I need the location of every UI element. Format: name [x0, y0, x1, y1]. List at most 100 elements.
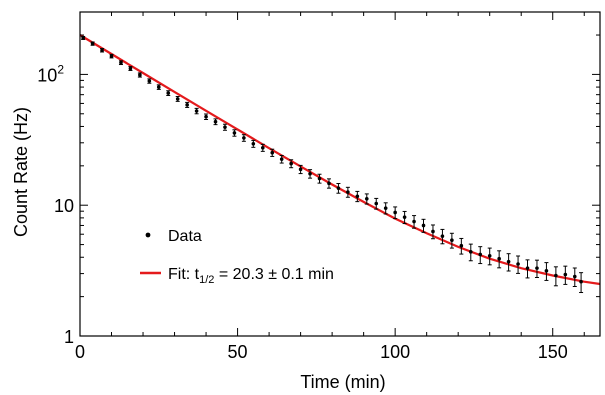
data-marker	[364, 196, 369, 201]
data-marker	[402, 215, 407, 219]
data-marker	[175, 97, 180, 101]
data-point	[289, 159, 294, 169]
data-marker	[506, 259, 511, 264]
data-point	[497, 250, 502, 269]
data-point	[118, 60, 123, 66]
y-tick-label: 102	[37, 62, 64, 85]
data-point	[241, 134, 246, 142]
data-point	[449, 232, 454, 249]
data-marker	[431, 229, 435, 234]
legend-fit-label: Fit: t1/2 = 20.3 ± 0.1 min	[168, 266, 334, 286]
data-point	[345, 186, 350, 198]
data-point	[336, 183, 341, 194]
data-marker	[213, 119, 218, 124]
data-marker	[204, 114, 208, 119]
data-point	[270, 148, 275, 157]
data-point	[553, 266, 558, 287]
fit-curve	[79, 34, 601, 286]
data-marker	[440, 234, 445, 238]
data-point	[279, 154, 284, 164]
data-point	[393, 206, 398, 220]
data-marker	[544, 269, 549, 273]
data-point	[544, 262, 549, 281]
x-tick-label: 0	[75, 342, 85, 362]
data-point	[374, 197, 379, 210]
legend-data-label: Data	[168, 228, 202, 245]
data-marker	[308, 171, 312, 176]
data-marker	[374, 201, 379, 206]
data-marker	[194, 109, 199, 113]
data-point	[213, 118, 218, 126]
data-point	[128, 66, 133, 71]
data-point	[100, 48, 105, 53]
data-point	[308, 169, 313, 179]
data-point	[579, 272, 584, 294]
data-marker	[355, 194, 360, 199]
data-marker	[516, 262, 520, 266]
data-marker	[166, 91, 171, 95]
data-point	[204, 113, 209, 121]
data-point	[430, 224, 435, 240]
data-point	[175, 95, 180, 102]
legend: Data Fit: t1/2 = 20.3 ± 0.1 min	[140, 228, 334, 286]
plot-frame	[79, 11, 601, 337]
data-point	[525, 259, 530, 279]
data-marker	[138, 73, 142, 77]
axes-layer: 0 50 100 150 1 10 102	[37, 11, 601, 362]
data-marker	[572, 274, 577, 279]
data-point	[166, 90, 171, 96]
data-point	[81, 35, 86, 40]
data-marker	[393, 210, 397, 215]
legend-fit-prefix: Fit: t	[168, 266, 200, 283]
y-tick-label: 10	[54, 196, 74, 216]
data-point	[326, 178, 331, 189]
data-point	[468, 243, 473, 262]
data-point	[487, 247, 492, 266]
data-point	[298, 164, 303, 175]
data-point	[506, 253, 511, 272]
data-marker	[450, 238, 454, 243]
data-point	[185, 101, 190, 108]
data-marker	[327, 181, 331, 186]
data-point	[137, 72, 142, 78]
data-marker	[242, 136, 246, 140]
legend-fit-suffix: = 20.3 ± 0.1 min	[214, 266, 334, 283]
data-marker	[346, 190, 350, 194]
y-tick-label: 1	[64, 327, 74, 347]
data-marker	[90, 41, 95, 46]
data-marker	[260, 145, 265, 150]
data-marker	[289, 161, 293, 166]
data-point	[222, 123, 227, 131]
data-marker	[525, 266, 530, 270]
data-marker	[459, 243, 464, 248]
data-marker	[81, 36, 85, 40]
data-point	[90, 41, 95, 46]
data-marker	[128, 66, 133, 71]
data-marker	[251, 141, 256, 146]
fit-layer	[79, 34, 601, 286]
data-marker	[185, 103, 189, 107]
data-marker	[279, 157, 284, 161]
data-point	[232, 129, 237, 137]
data-marker	[563, 272, 568, 277]
data-point	[147, 78, 152, 84]
data-marker	[100, 48, 104, 53]
data-marker	[579, 279, 583, 284]
data-marker	[223, 125, 227, 129]
data-marker	[478, 252, 483, 257]
data-point	[459, 237, 464, 255]
data-marker	[468, 250, 473, 254]
data-marker	[232, 131, 237, 135]
data-layer	[81, 35, 584, 294]
data-point	[156, 84, 161, 90]
data-point	[355, 190, 360, 203]
data-point	[412, 215, 417, 229]
data-point	[440, 228, 445, 245]
data-point	[317, 173, 322, 184]
legend-data-marker	[145, 232, 151, 238]
data-marker	[298, 167, 303, 172]
data-marker	[535, 266, 539, 270]
data-marker	[421, 223, 426, 228]
data-marker	[317, 176, 322, 181]
